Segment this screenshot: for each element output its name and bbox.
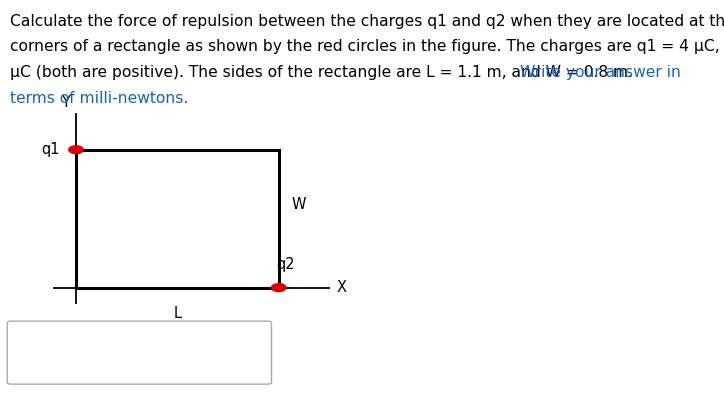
Text: q2: q2 — [277, 257, 295, 272]
Text: terms of milli-newtons.: terms of milli-newtons. — [10, 91, 188, 106]
Text: L: L — [173, 306, 182, 321]
Text: W: W — [292, 197, 306, 212]
Text: Y: Y — [61, 95, 70, 110]
Text: corners of a rectangle as shown by the red circles in the figure. The charges ar: corners of a rectangle as shown by the r… — [10, 39, 724, 54]
Bar — [76, 150, 279, 288]
Text: Write your answer in: Write your answer in — [520, 65, 681, 80]
Text: Calculate the force of repulsion between the charges q1 and q2 when they are loc: Calculate the force of repulsion between… — [10, 14, 724, 29]
Circle shape — [272, 284, 286, 292]
Text: X: X — [337, 280, 347, 295]
Circle shape — [69, 146, 83, 154]
Text: μC (both are positive). The sides of the rectangle are L = 1.1 m, and W = 0.8 m.: μC (both are positive). The sides of the… — [10, 65, 638, 80]
Text: q1: q1 — [41, 142, 60, 157]
